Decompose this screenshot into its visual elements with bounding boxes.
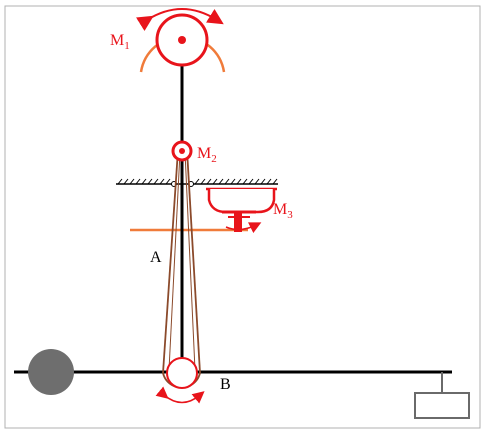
rotation-arrow-m1-icon bbox=[135, 8, 224, 32]
hanging-block bbox=[414, 372, 470, 419]
pulley-b bbox=[166, 357, 198, 389]
label-b: B bbox=[220, 376, 231, 393]
hatched-ground-icon bbox=[116, 178, 278, 185]
label-m2: M2 bbox=[197, 145, 217, 165]
rotation-arrow-m3-icon bbox=[225, 222, 262, 234]
label-m3: M3 bbox=[273, 201, 293, 221]
label-m1: M1 bbox=[110, 32, 130, 52]
m1-rotor bbox=[135, 8, 226, 73]
rotation-arrow-b-icon bbox=[155, 386, 205, 404]
m2-joint-icon bbox=[171, 140, 193, 162]
label-a: A bbox=[150, 249, 162, 266]
m3-actuator bbox=[206, 187, 277, 234]
gray-ball bbox=[28, 349, 74, 395]
frame-border bbox=[4, 5, 481, 429]
